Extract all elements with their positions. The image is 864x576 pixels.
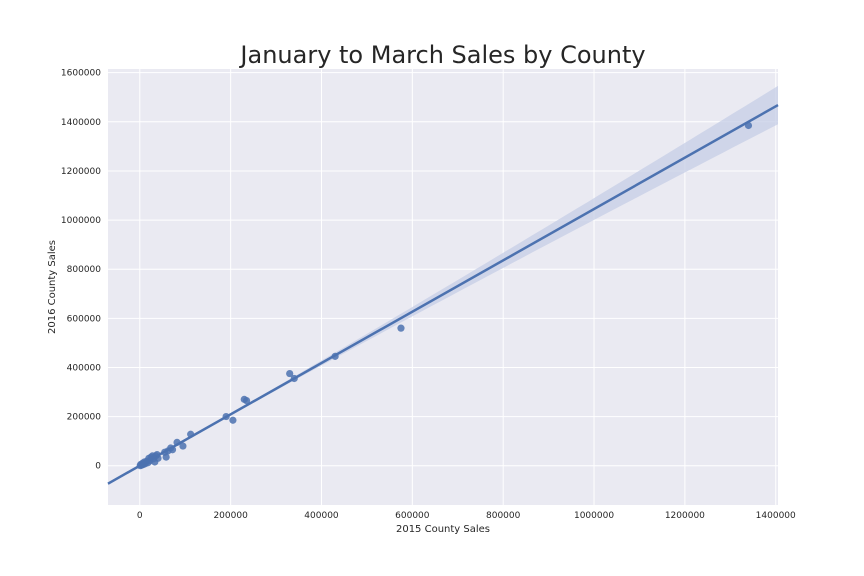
x-tick-label: 1000000	[574, 511, 614, 521]
y-axis-label: 2016 County Sales	[47, 240, 58, 334]
y-tick-label: 400000	[67, 363, 102, 373]
x-tick-label: 1400000	[756, 511, 796, 521]
data-point	[229, 416, 237, 424]
x-tick-label: 400000	[304, 511, 339, 521]
data-point	[173, 438, 181, 446]
x-tick-label: 800000	[486, 511, 521, 521]
data-point	[136, 462, 144, 470]
data-point	[187, 430, 195, 438]
x-tick-label: 1200000	[665, 511, 705, 521]
y-tick-label: 1400000	[61, 118, 101, 128]
y-tick-label: 0	[95, 462, 101, 472]
x-tick-label: 0	[137, 511, 143, 521]
data-point	[290, 374, 298, 383]
x-tick-labels: 0 200000 400000 600000 800000 1000000 1200000 1…	[137, 511, 796, 521]
x-axis-label: 2015 County Sales	[396, 524, 490, 535]
data-point	[744, 121, 753, 130]
data-point	[179, 442, 187, 450]
x-tick-label: 600000	[395, 511, 430, 521]
plot-background	[108, 69, 778, 505]
chart-title: January to March Sales by County	[238, 41, 645, 69]
y-tick-label: 1200000	[61, 167, 101, 177]
y-tick-label: 1000000	[61, 216, 101, 226]
data-point	[397, 324, 405, 332]
y-tick-label: 200000	[67, 413, 102, 423]
data-point	[286, 369, 294, 378]
regression-line	[107, 103, 779, 485]
data-point	[222, 412, 230, 421]
y-tick-label: 800000	[67, 265, 102, 275]
regression-line-segment	[107, 103, 779, 485]
y-tick-label: 600000	[67, 314, 102, 324]
data-point	[240, 395, 248, 403]
y-tick-labels: 0 200000 400000 600000 800000 1000000 1200000 1…	[61, 69, 101, 472]
y-tick-label: 1600000	[61, 69, 101, 79]
x-tick-label: 200000	[213, 511, 248, 521]
grid	[108, 69, 778, 505]
data-point	[331, 352, 339, 360]
data-point	[161, 448, 169, 456]
data-points	[136, 121, 753, 470]
